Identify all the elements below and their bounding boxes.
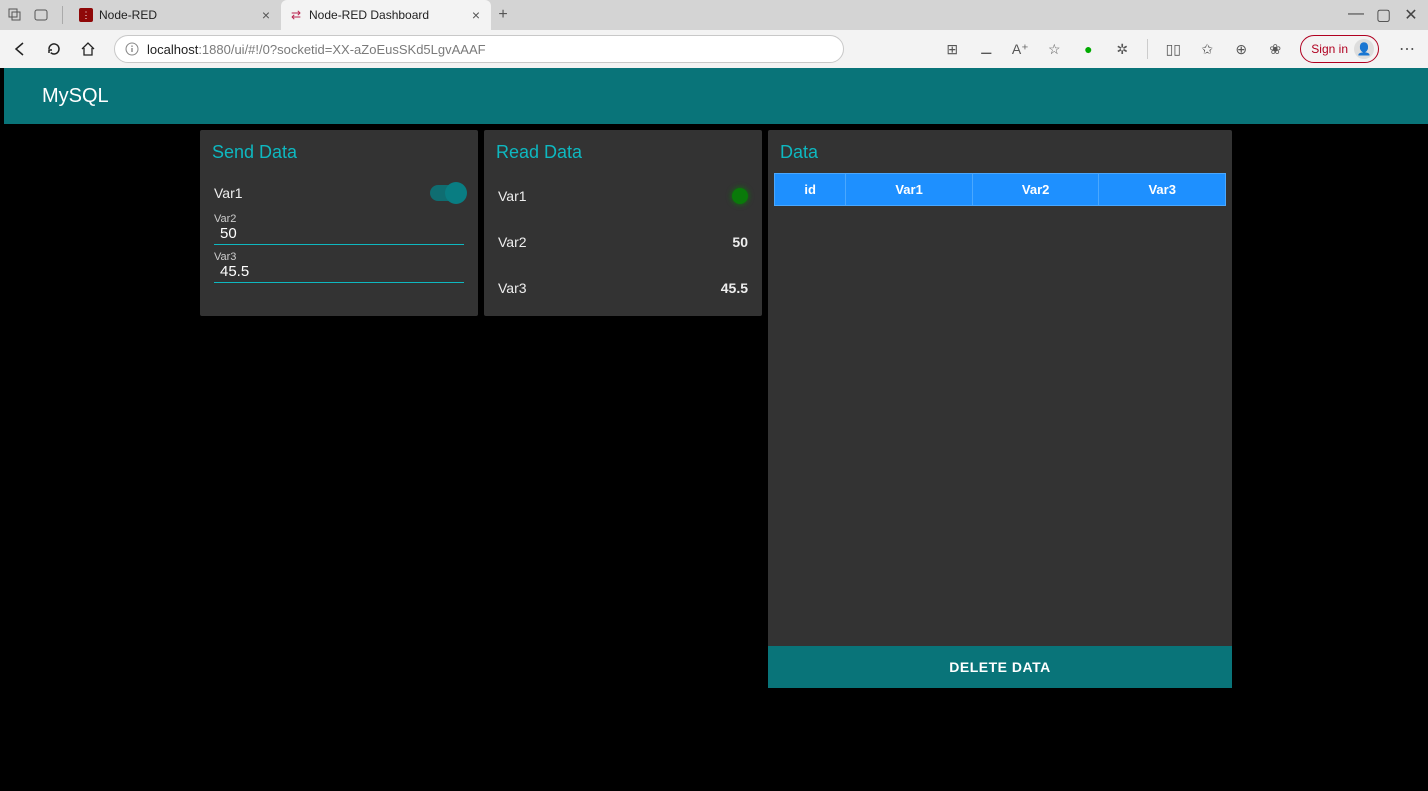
send-var3-input[interactable]: Var3 45.5 xyxy=(200,251,478,289)
send-var1-label: Var1 xyxy=(214,185,243,201)
read-var1-row: Var1 xyxy=(484,173,762,219)
card-title: Data xyxy=(768,130,1232,173)
app-install-icon[interactable]: ⊞ xyxy=(943,41,961,58)
url-text: localhost:1880/ui/#!/0?socketid=XX-aZoEu… xyxy=(147,42,486,57)
read-var2-row: Var2 50 xyxy=(484,219,762,265)
read-var3-value: 45.5 xyxy=(721,280,748,296)
table-header[interactable]: id xyxy=(775,174,846,206)
site-info-icon[interactable] xyxy=(125,42,139,56)
workspaces-icon[interactable] xyxy=(32,6,50,24)
table-header[interactable]: Var3 xyxy=(1099,174,1226,206)
browser-tabs: ⋮ Node-RED × ⇄ Node-RED Dashboard × + xyxy=(71,0,515,30)
data-card: Data id Var1 Var2 Var3 xyxy=(768,130,1232,688)
send-var2-input[interactable]: Var2 50 xyxy=(200,213,478,251)
toolbar-divider xyxy=(1147,39,1148,59)
refresh-button[interactable] xyxy=(42,37,66,61)
data-table: id Var1 Var2 Var3 xyxy=(774,173,1226,206)
card-title: Send Data xyxy=(200,130,478,173)
read-var3-row: Var3 45.5 xyxy=(484,265,762,311)
tab-title: Node-RED xyxy=(99,8,256,22)
address-bar[interactable]: localhost:1880/ui/#!/0?socketid=XX-aZoEu… xyxy=(114,35,844,63)
zoom-out-icon[interactable]: ⚊ xyxy=(977,41,995,58)
overflow-menu-button[interactable]: ⋯ xyxy=(1395,39,1420,59)
url-host: localhost xyxy=(147,42,198,57)
table-header[interactable]: Var1 xyxy=(846,174,973,206)
send-var3-label: Var3 xyxy=(214,251,464,263)
delete-data-button[interactable]: DELETE DATA xyxy=(768,646,1232,688)
read-var1-label: Var1 xyxy=(498,188,527,204)
read-data-card: Read Data Var1 Var2 50 Var3 45.5 xyxy=(484,130,762,316)
data-table-wrapper: id Var1 Var2 Var3 xyxy=(768,173,1232,646)
browser-toolbar: localhost:1880/ui/#!/0?socketid=XX-aZoEu… xyxy=(0,30,1428,68)
minimize-button[interactable]: — xyxy=(1348,5,1362,25)
browser-tab[interactable]: ⇄ Node-RED Dashboard × xyxy=(281,0,491,30)
back-button[interactable] xyxy=(8,37,32,61)
signin-label: Sign in xyxy=(1311,42,1348,56)
tab-favicon-icon: ⋮ xyxy=(79,8,93,22)
read-aloud-icon[interactable]: A⁺ xyxy=(1011,41,1029,58)
send-data-card: Send Data Var1 Var2 50 Var3 45.5 xyxy=(200,130,478,316)
favorite-icon[interactable]: ☆ xyxy=(1045,41,1063,58)
delete-data-label: DELETE DATA xyxy=(949,659,1050,675)
favorites-bar-icon[interactable]: ✩ xyxy=(1198,41,1216,58)
cards-row: Send Data Var1 Var2 50 Var3 45.5 Read Da… xyxy=(4,124,1428,688)
read-var2-label: Var2 xyxy=(498,234,527,250)
avatar-icon: 👤 xyxy=(1354,39,1374,59)
var1-led-icon xyxy=(732,188,748,204)
browser-chrome: ⋮ Node-RED × ⇄ Node-RED Dashboard × + — … xyxy=(0,0,1428,68)
app-header: MySQL xyxy=(4,68,1428,124)
url-rest: :1880/ui/#!/0?socketid=XX-aZoEusSKd5LgvA… xyxy=(198,42,485,57)
tab-favicon-icon: ⇄ xyxy=(289,8,303,22)
close-window-button[interactable]: ✕ xyxy=(1404,5,1418,25)
extensions-icon[interactable]: ✲ xyxy=(1113,41,1131,58)
reader-icon[interactable]: ▯▯ xyxy=(1164,41,1182,58)
close-icon[interactable]: × xyxy=(262,7,270,23)
browser-tab[interactable]: ⋮ Node-RED × xyxy=(71,0,281,30)
maximize-button[interactable]: ▢ xyxy=(1376,5,1390,25)
home-button[interactable] xyxy=(76,37,100,61)
signin-button[interactable]: Sign in 👤 xyxy=(1300,35,1379,63)
table-header[interactable]: Var2 xyxy=(972,174,1099,206)
card-title: Read Data xyxy=(484,130,762,173)
collections-icon[interactable]: ⊕ xyxy=(1232,41,1250,58)
send-var2-label: Var2 xyxy=(214,213,464,225)
window-controls: — ▢ ✕ xyxy=(1348,5,1424,25)
var1-switch[interactable] xyxy=(430,185,464,201)
titlebar-separator xyxy=(62,6,63,24)
page: MySQL Send Data Var1 Var2 50 Var3 45.5 xyxy=(0,68,1428,791)
new-tab-button[interactable]: + xyxy=(491,6,515,24)
send-var1-row: Var1 xyxy=(200,173,478,213)
read-var2-value: 50 xyxy=(732,234,748,250)
table-header-row: id Var1 Var2 Var3 xyxy=(775,174,1226,206)
extension1-icon[interactable]: ● xyxy=(1079,41,1097,57)
profile-icon[interactable] xyxy=(6,6,24,24)
browser-titlebar: ⋮ Node-RED × ⇄ Node-RED Dashboard × + — … xyxy=(0,0,1428,30)
send-var2-value: 50 xyxy=(214,225,464,245)
send-var3-value: 45.5 xyxy=(214,263,464,283)
close-icon[interactable]: × xyxy=(472,7,480,23)
tab-title: Node-RED Dashboard xyxy=(309,8,466,22)
page-title: MySQL xyxy=(42,85,109,108)
toolbar-right: ⊞ ⚊ A⁺ ☆ ● ✲ ▯▯ ✩ ⊕ ❀ Sign in 👤 ⋯ xyxy=(943,35,1420,63)
read-var3-label: Var3 xyxy=(498,280,527,296)
browser-essentials-icon[interactable]: ❀ xyxy=(1266,41,1284,58)
